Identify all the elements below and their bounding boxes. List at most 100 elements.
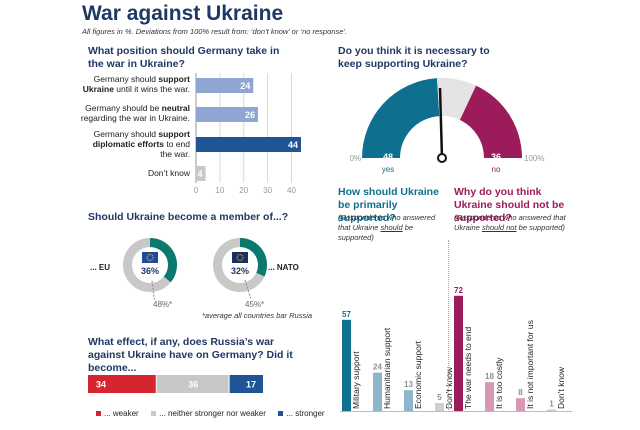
- q5-note-post: be supported): [338, 223, 414, 242]
- q1-tick-label: 30: [263, 186, 272, 195]
- q3-nato-flag-emblem: [236, 254, 244, 261]
- q3-nato-value: 32%: [231, 266, 249, 276]
- q2-gap-arc: [436, 78, 477, 120]
- q1-value-label: 44: [288, 140, 298, 150]
- q5-bar: [435, 403, 444, 411]
- column-divider: [448, 240, 449, 412]
- legend-label-weaker: ... weaker: [104, 409, 139, 418]
- q6-note-pre: (Respondents who answered that Ukraine: [454, 213, 566, 232]
- q1-category-label: Don’t know: [147, 168, 190, 178]
- q3-eu-average-marker: [151, 280, 155, 300]
- q3-title: Should Ukraine become a member of...?: [88, 211, 289, 223]
- q1-title: What position should Germany take in the…: [88, 45, 280, 70]
- q2-needle-hub: [437, 153, 447, 163]
- q5-value-label: 13: [404, 380, 413, 389]
- q6-bar: [454, 295, 463, 411]
- q5-value-label: 5: [437, 393, 442, 402]
- q1-bar: [196, 78, 254, 93]
- page-subtitle: All figures in %. Deviations from 100% r…: [82, 27, 348, 36]
- q4-segment: [156, 375, 229, 393]
- q6-note-post: be supported): [516, 223, 565, 232]
- q2-max-label: 100%: [524, 154, 544, 163]
- q6-category-label: It is too costly: [494, 357, 504, 409]
- q3-nato-average: 45%*: [245, 300, 265, 309]
- q6-category-label: It is not important for us: [525, 320, 535, 409]
- q6-category-label: Don’t know: [556, 366, 566, 409]
- q4-title: What effect, if any, does Russia’s war a…: [88, 336, 293, 374]
- q5-bar: [342, 319, 351, 411]
- q6-value-label: 72: [454, 286, 463, 295]
- q5-note-pre: (Respondents who answered that Ukraine: [338, 213, 436, 232]
- q5-category-label: Don’t know: [444, 366, 454, 409]
- q6-value-label: 18: [485, 372, 494, 381]
- q4-value-label: 36: [188, 380, 198, 390]
- q5-category-label: Economic support: [413, 340, 423, 409]
- legend-swatch-neither: [151, 411, 157, 417]
- q2-no-label: no: [492, 165, 501, 174]
- legend-label-stronger: ... stronger: [286, 409, 325, 418]
- q1-value-label: 24: [240, 81, 250, 91]
- q3-nato-flag-icon: [232, 252, 248, 263]
- q2-min-label: 0%: [349, 154, 361, 163]
- q4-segment: [229, 375, 263, 393]
- legend-swatch-stronger: [278, 411, 284, 417]
- q1-bar: [196, 166, 206, 181]
- q5-value-label: 57: [342, 310, 351, 319]
- page-title: War against Ukraine: [82, 2, 284, 25]
- q2-yes-arc: [362, 78, 440, 158]
- q2-title: Do you think it is necessary to keep sup…: [338, 45, 490, 70]
- q3-nato-label: ... NATO: [268, 263, 299, 272]
- q4-legend: ... weaker ... neither stronger nor weak…: [96, 409, 325, 418]
- legend-label-neither: ... neither stronger nor weaker: [159, 409, 266, 418]
- q3-eu-label: ... EU: [90, 263, 111, 272]
- q1-value-label: 4: [198, 169, 203, 179]
- q2-yes-value: 48: [383, 152, 393, 162]
- q2-needle: [438, 87, 444, 159]
- q1-category-label: Germany should support Ukraine until it w…: [82, 74, 190, 94]
- q6-bar: [547, 409, 556, 411]
- q6-note: (Respondents who answered that Ukraine s…: [454, 213, 566, 233]
- q1-bar: [196, 107, 259, 122]
- q1-tick-label: 20: [239, 186, 248, 195]
- q3-footnote: *average all countries bar Russia: [202, 311, 313, 320]
- q5-category-label: Humanitarian support: [382, 327, 392, 409]
- q6-value-label: 1: [549, 399, 554, 408]
- q6-category-label: The war needs to end: [463, 327, 473, 409]
- q1-value-label: 26: [245, 110, 255, 120]
- q1-category-label: Germany should be neutral regarding the w…: [80, 103, 190, 123]
- q4-segment: [88, 375, 156, 393]
- q6-note-emphasis: should not: [481, 223, 517, 232]
- q1-bar: [196, 137, 301, 152]
- q3-nato-average-marker: [244, 280, 252, 299]
- q6-bar: [516, 398, 525, 411]
- q5-note: (Respondents who answered that Ukraine s…: [338, 213, 446, 243]
- q4-value-label: 17: [246, 380, 256, 390]
- q6-bar: [485, 382, 494, 411]
- q5-bar: [404, 390, 413, 411]
- legend-swatch-weaker: [96, 411, 101, 417]
- q4-value-label: 34: [96, 380, 106, 390]
- q3-eu-flag-icon: [142, 252, 158, 263]
- q3-eu-flag-emblem: [146, 254, 154, 261]
- q5-category-label: Military support: [351, 351, 361, 409]
- q5-title: How should Ukraine be primarily supporte…: [338, 186, 439, 224]
- q2-yes-label: yes: [382, 165, 394, 174]
- q1-tick-label: 0: [194, 186, 199, 195]
- q5-note-emphasis: should: [380, 223, 403, 232]
- q1-tick-label: 10: [215, 186, 224, 195]
- q6-title: Why do you think Ukraine should not be s…: [454, 186, 565, 224]
- q3-nato-donut-value-arc: [213, 238, 267, 292]
- q5-bar: [373, 372, 382, 411]
- q1-category-label: Germany should support diplomatic efforts…: [92, 129, 190, 159]
- q5-value-label: 24: [373, 363, 382, 372]
- q3-eu-donut-value-arc: [123, 238, 177, 292]
- q2-no-value: 36: [491, 152, 501, 162]
- q6-value-label: 8: [518, 388, 523, 397]
- q1-tick-label: 40: [287, 186, 296, 195]
